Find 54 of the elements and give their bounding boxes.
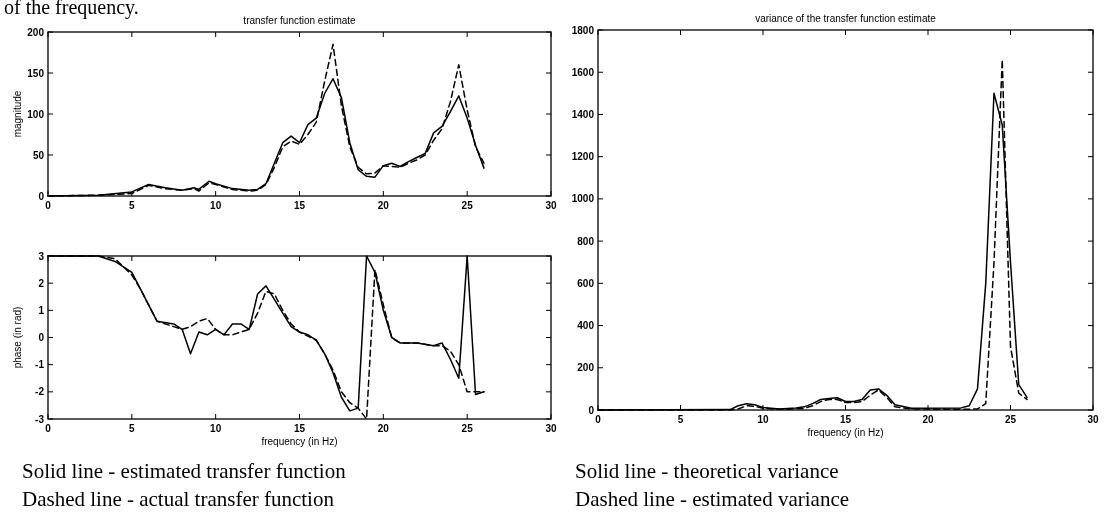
y-tick-label: 0 [38,332,45,343]
text: Dashed line - estimated variance [575,487,850,511]
x-tick-label: 15 [839,414,852,425]
y-tick-label: 400 [577,320,595,332]
text: Solid line - theoretical variance [575,459,839,483]
y-tick-label: 1200 [571,151,595,163]
x-tick-label: 30 [545,200,557,211]
y-tick-label: 1000 [571,193,595,205]
text: Dashed line - actual transfer function [22,487,335,511]
y-tick-label: 200 [27,26,45,38]
x-tick-label: 0 [45,423,52,434]
y-axis-title: magnitude [12,90,23,138]
y-tick-label: 3 [38,250,45,262]
chart-title: variance of the transfer function estimate [755,13,937,24]
x-tick-label: 10 [757,414,769,425]
x-axis-title: frequency (in Hz) [261,436,338,447]
x-tick-label: 30 [1087,414,1099,425]
x-axis-title: frequency (in Hz) [807,427,884,438]
x-tick-label: 30 [545,423,557,434]
x-tick-label: 5 [677,414,684,425]
y-tick-label: -1 [35,359,45,371]
x-tick-label: 5 [129,423,136,434]
y-tick-label: 1800 [571,24,595,36]
x-tick-label: 20 [922,414,934,425]
x-tick-label: 25 [1004,414,1017,425]
y-tick-label: 50 [32,149,45,161]
text: of the frequency. [4,0,139,19]
x-tick-label: 15 [293,423,306,434]
x-tick-label: 0 [45,200,52,211]
y-tick-label: 0 [38,190,45,202]
y-tick-label: -2 [35,386,45,398]
y-tick-label: 150 [27,67,45,79]
x-tick-label: 0 [595,414,602,425]
x-tick-label: 5 [129,200,136,211]
x-tick-label: 15 [293,200,306,211]
y-tick-label: 2 [38,277,45,289]
x-tick-label: 25 [461,200,474,211]
y-tick-label: 100 [27,108,45,120]
y-tick-label: 0 [588,404,595,416]
y-axis-title: phase (in rad) [12,306,23,369]
y-tick-label: -3 [35,413,45,425]
y-tick-label: 1400 [571,108,595,120]
y-tick-label: 600 [577,277,595,289]
y-tick-label: 1 [38,304,45,316]
x-tick-label: 10 [210,423,222,434]
x-tick-label: 20 [377,200,390,211]
x-tick-label: 20 [377,423,390,434]
text: Solid line - estimated transfer function [22,459,347,483]
x-tick-label: 25 [461,423,474,434]
x-tick-label: 10 [210,200,222,211]
y-tick-label: 200 [577,362,595,374]
y-tick-label: 1600 [571,66,595,78]
chart-title: transfer function estimate [243,15,357,26]
y-tick-label: 800 [577,235,595,247]
